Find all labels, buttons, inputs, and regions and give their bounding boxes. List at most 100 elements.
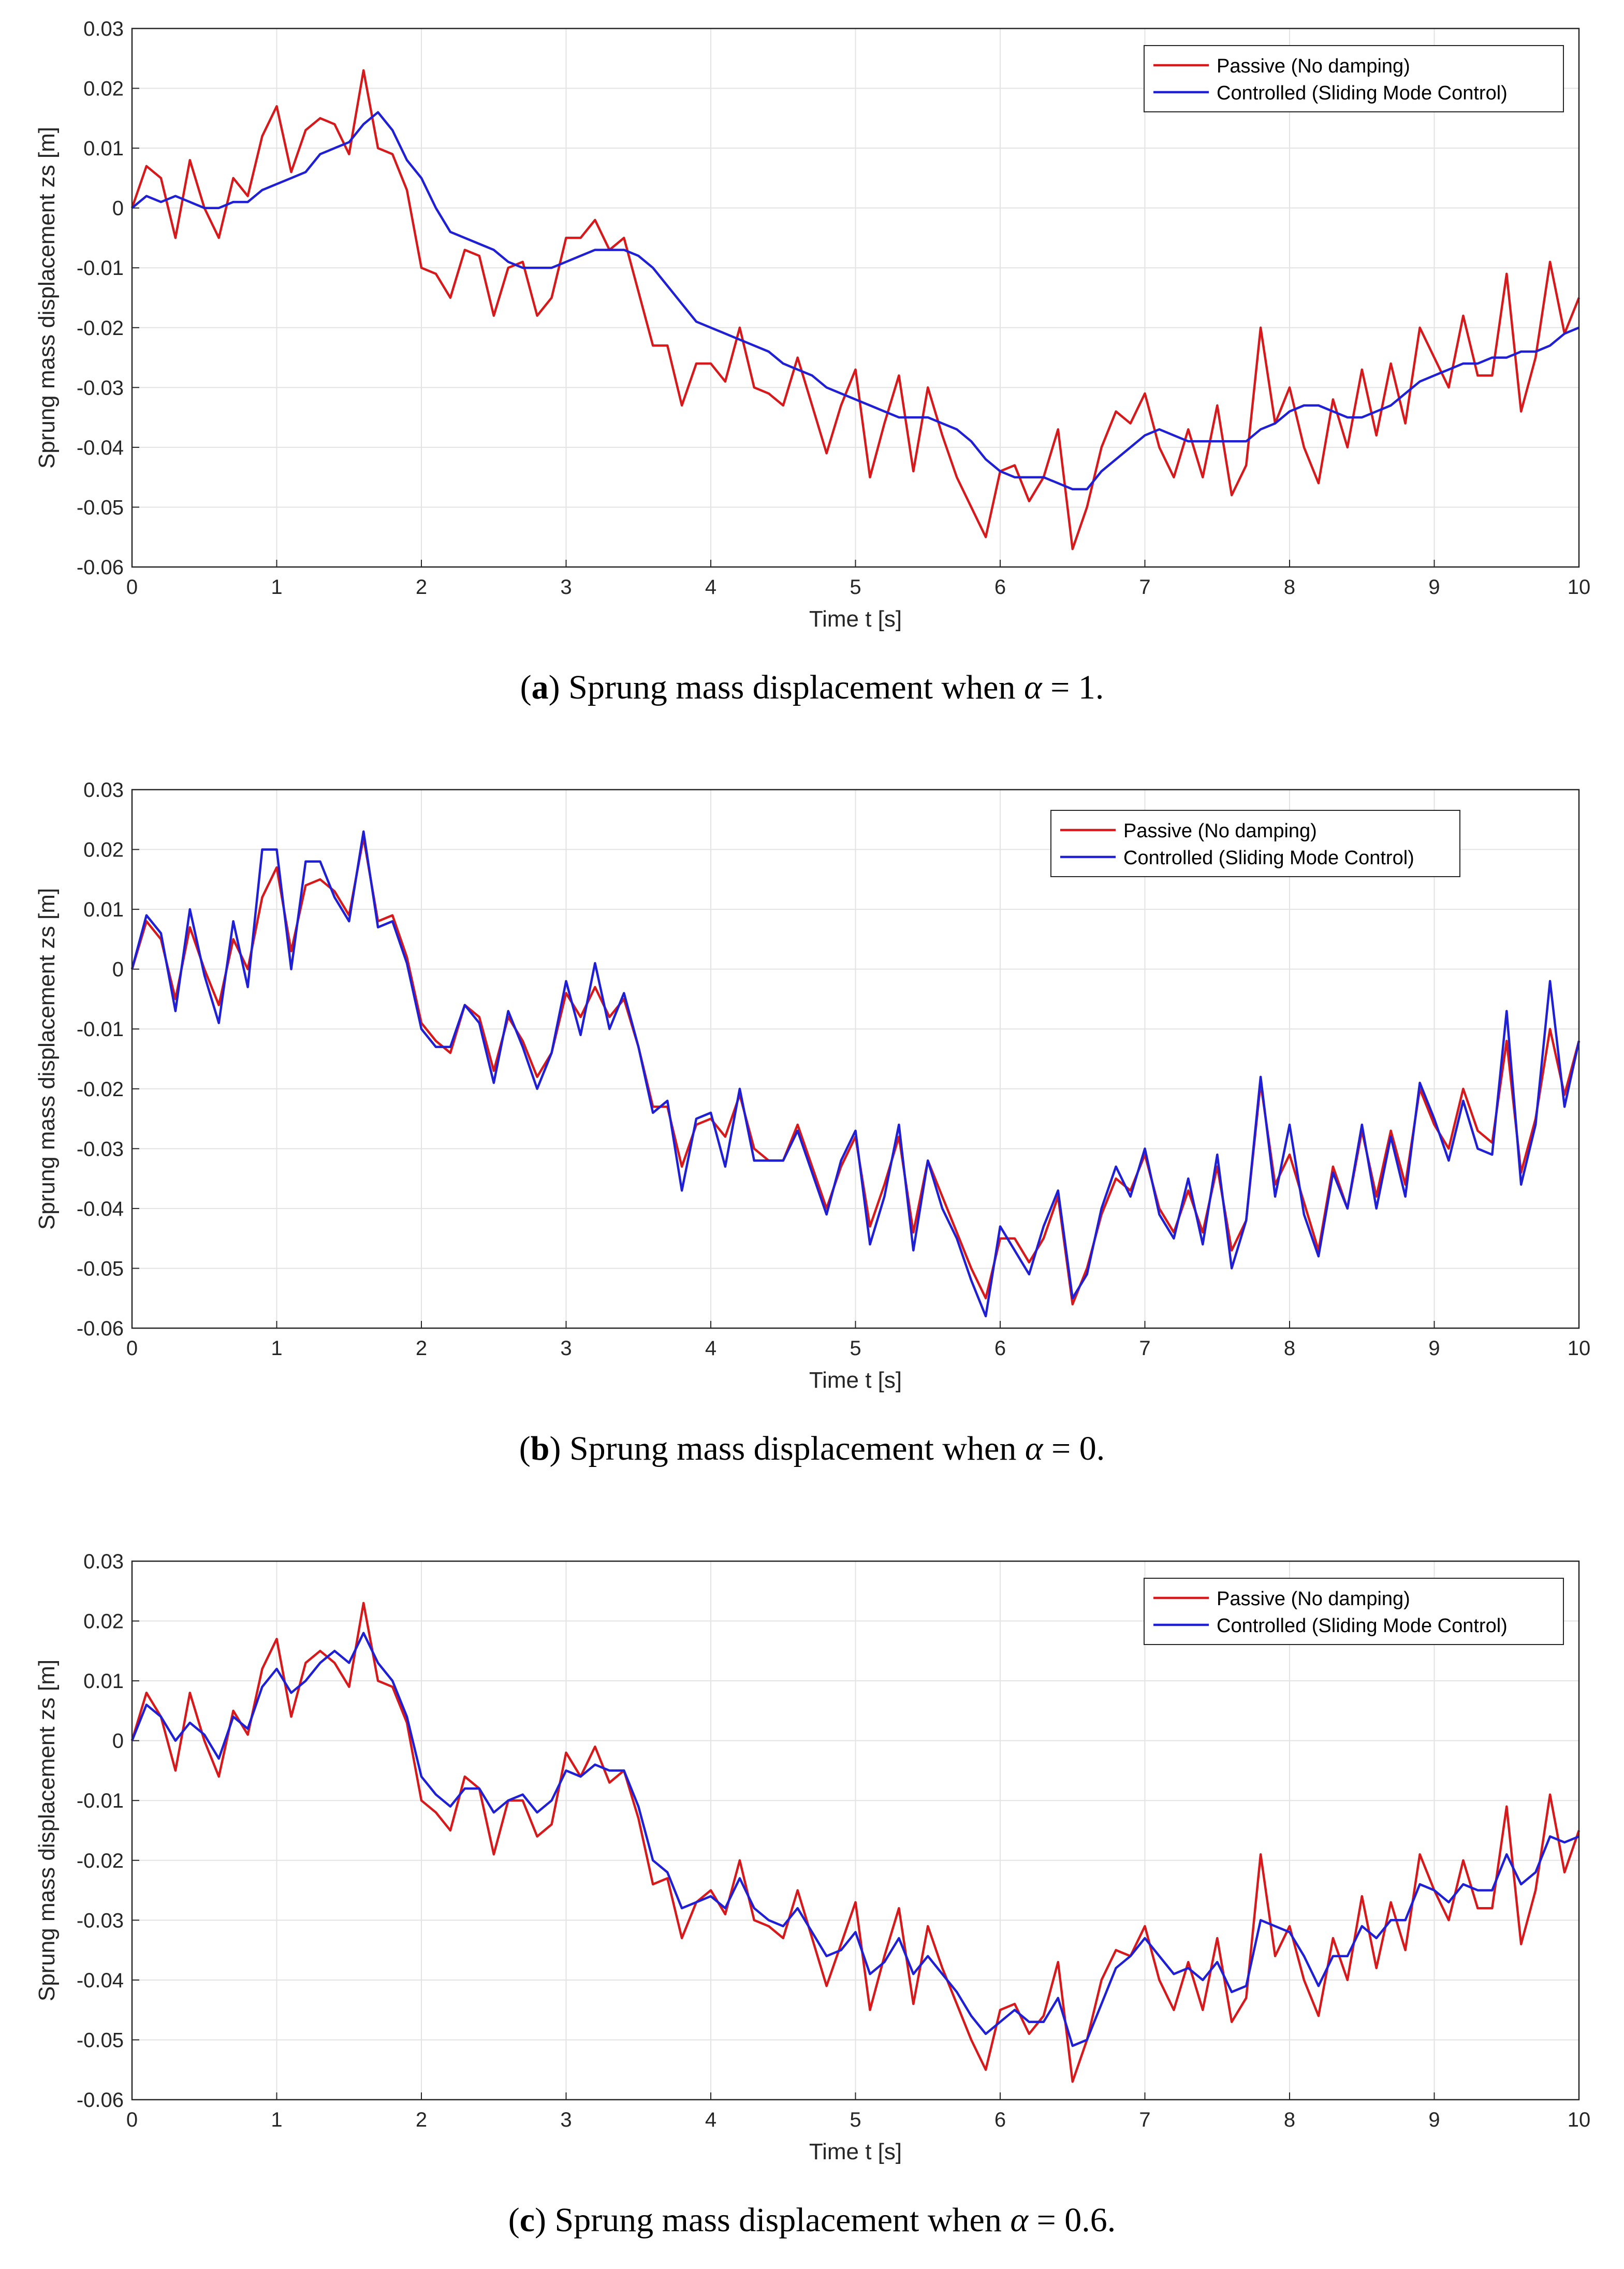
chart-a: 0 1 2 3 4 5 6 7 8 9 10 0.03 0.02 0.01 0 -0.01 -0.02 -0.03… bbox=[34, 18, 1590, 632]
y-tick-label: 0.01 bbox=[83, 898, 124, 921]
chart-c: 0 1 2 3 4 5 6 7 8 9 10 0.03 0.02 0.01 0 -0.01 -0.02 -0.03… bbox=[34, 1550, 1591, 2164]
x-tick-label: 7 bbox=[1139, 2108, 1150, 2131]
x-tick-label: 6 bbox=[994, 2108, 1006, 2131]
equals-sign: = bbox=[1036, 2201, 1056, 2239]
y-tick-label: -0.05 bbox=[77, 2029, 124, 2052]
y-tick-label: 0.03 bbox=[83, 779, 124, 802]
x-tick-label: 6 bbox=[994, 576, 1006, 599]
caption-label: c bbox=[519, 2201, 535, 2239]
caption-value: 1 bbox=[1078, 668, 1095, 706]
y-tick-label: 0.02 bbox=[83, 78, 124, 100]
y-tick-label: -0.04 bbox=[77, 1198, 124, 1220]
x-tick-label: 7 bbox=[1139, 576, 1150, 599]
chart-panel-b: 0 1 2 3 4 5 6 7 8 9 10 0.03 0.02 0.01 0 -0.01 -0.02 -0.03… bbox=[0, 761, 1624, 1496]
y-tick-label: -0.01 bbox=[77, 1790, 124, 1812]
y-tick-label: -0.04 bbox=[77, 1969, 124, 1992]
axes-box bbox=[131, 27, 1580, 568]
x-tick-label: 10 bbox=[1568, 1337, 1591, 1360]
y-tick-label: -0.06 bbox=[77, 1317, 124, 1340]
axes-box bbox=[131, 1560, 1580, 2101]
chart-b: 0 1 2 3 4 5 6 7 8 9 10 0.03 0.02 0.01 0 -0.01 -0.02 -0.03… bbox=[34, 779, 1591, 1393]
x-tick-label: 5 bbox=[850, 1337, 861, 1360]
y-tick-label: -0.03 bbox=[77, 1138, 124, 1160]
chart-panel-c: 0 1 2 3 4 5 6 7 8 9 10 0.03 0.02 0.01 0 -0.01 -0.02 -0.03… bbox=[0, 1533, 1624, 2268]
legend-label: Controlled (Sliding Mode Control) bbox=[1217, 1615, 1508, 1637]
x-tick-label: 4 bbox=[705, 1337, 716, 1360]
y-tick-label: -0.06 bbox=[77, 2089, 124, 2112]
x-axis-label: Time t [s] bbox=[809, 1368, 902, 1393]
legend-label: Controlled (Sliding Mode Control) bbox=[1217, 82, 1508, 104]
equals-sign: = bbox=[1050, 668, 1070, 706]
legend: Passive (No damping) Controlled (Sliding … bbox=[1144, 1578, 1564, 1645]
legend-label: Controlled (Sliding Mode Control) bbox=[1123, 847, 1414, 869]
y-tick-label: -0.05 bbox=[77, 496, 124, 519]
y-tick-label: -0.01 bbox=[77, 1018, 124, 1041]
x-tick-label: 0 bbox=[126, 576, 138, 599]
x-tick-label: 9 bbox=[1428, 1337, 1440, 1360]
y-tick-label: 0 bbox=[112, 197, 124, 220]
x-tick-label: 5 bbox=[850, 2108, 861, 2131]
x-axis-label: Time t [s] bbox=[809, 2139, 902, 2164]
caption-a: (a) Sprung mass displacement when α = 1. bbox=[520, 668, 1104, 706]
caption-value: 0 bbox=[1079, 1430, 1096, 1467]
x-tick-label: 0 bbox=[126, 1337, 138, 1360]
y-axis-label: Sprung mass displacement zs [m] bbox=[34, 1660, 60, 2001]
y-axis-label: Sprung mass displacement zs [m] bbox=[34, 888, 60, 1230]
x-tick-label: 8 bbox=[1284, 576, 1295, 599]
y-tick-label: 0.02 bbox=[83, 839, 124, 862]
y-tick-label: -0.05 bbox=[77, 1257, 124, 1280]
x-tick-label: 5 bbox=[850, 576, 861, 599]
x-tick-label: 9 bbox=[1428, 2108, 1440, 2131]
y-axis-label: Sprung mass displacement zs [m] bbox=[34, 127, 60, 469]
alpha-symbol: α bbox=[1025, 1430, 1043, 1467]
x-tick-label: 3 bbox=[560, 576, 572, 599]
y-tick-label: -0.02 bbox=[77, 317, 124, 340]
y-tick-label: -0.02 bbox=[77, 1850, 124, 1872]
y-tick-label: -0.03 bbox=[77, 376, 124, 399]
series-line-controlled bbox=[131, 111, 1579, 491]
x-tick-label: 8 bbox=[1284, 2108, 1295, 2131]
caption-label: b bbox=[530, 1430, 550, 1467]
series-line-passive bbox=[130, 69, 1581, 550]
x-tick-label: 8 bbox=[1284, 1337, 1295, 1360]
y-tick-label: 0.03 bbox=[83, 18, 124, 40]
x-tick-label: 1 bbox=[271, 2108, 282, 2131]
y-tick-label: -0.01 bbox=[77, 257, 124, 280]
caption-text: Sprung mass displacement when bbox=[554, 2201, 1002, 2239]
legend-box bbox=[1050, 810, 1460, 877]
x-tick-label: 1 bbox=[271, 576, 282, 599]
y-tick-label: 0.01 bbox=[83, 137, 124, 160]
x-tick-label: 7 bbox=[1139, 1337, 1150, 1360]
caption-b: (b) Sprung mass displacement when α = 0. bbox=[519, 1430, 1105, 1467]
legend-box bbox=[1144, 45, 1564, 112]
y-tick-label: -0.06 bbox=[77, 556, 124, 579]
x-tick-label: 0 bbox=[126, 2108, 138, 2131]
legend: Passive (No damping) Controlled (Sliding … bbox=[1144, 45, 1564, 112]
x-tick-label: 10 bbox=[1568, 2108, 1591, 2131]
y-tick-label: 0 bbox=[112, 1730, 124, 1753]
legend-label: Passive (No damping) bbox=[1123, 820, 1317, 842]
equals-sign: = bbox=[1051, 1430, 1071, 1467]
x-tick-label: 9 bbox=[1428, 576, 1440, 599]
series-line-controlled bbox=[130, 1632, 1579, 2047]
x-tick-label: 1 bbox=[271, 1337, 282, 1360]
caption-text: Sprung mass displacement when bbox=[569, 1430, 1017, 1467]
caption-c: (c) Sprung mass displacement when α = 0.… bbox=[508, 2201, 1116, 2239]
x-tick-label: 4 bbox=[705, 2108, 716, 2131]
x-tick-label: 3 bbox=[560, 1337, 572, 1360]
axes-box bbox=[131, 789, 1580, 1329]
y-tick-label: -0.02 bbox=[77, 1078, 124, 1101]
caption-text: Sprung mass displacement when bbox=[568, 668, 1016, 706]
y-tick-label: 0.02 bbox=[83, 1610, 124, 1633]
y-tick-label: -0.04 bbox=[77, 437, 124, 459]
alpha-symbol: α bbox=[1023, 668, 1042, 706]
series-line-controlled bbox=[130, 830, 1581, 1318]
y-tick-label: 0.01 bbox=[83, 1670, 124, 1693]
legend-label: Passive (No damping) bbox=[1217, 1588, 1410, 1610]
y-tick-label: 0.03 bbox=[83, 1550, 124, 1573]
caption-label: a bbox=[531, 668, 549, 706]
legend-label: Passive (No damping) bbox=[1217, 55, 1410, 77]
y-tick-label: 0 bbox=[112, 958, 124, 981]
x-tick-label: 2 bbox=[416, 2108, 427, 2131]
chart-panel-a: 0 1 2 3 4 5 6 7 8 9 10 0.03 0.02 0.01 0 -0.01 -0.02 -0.03… bbox=[0, 0, 1624, 735]
